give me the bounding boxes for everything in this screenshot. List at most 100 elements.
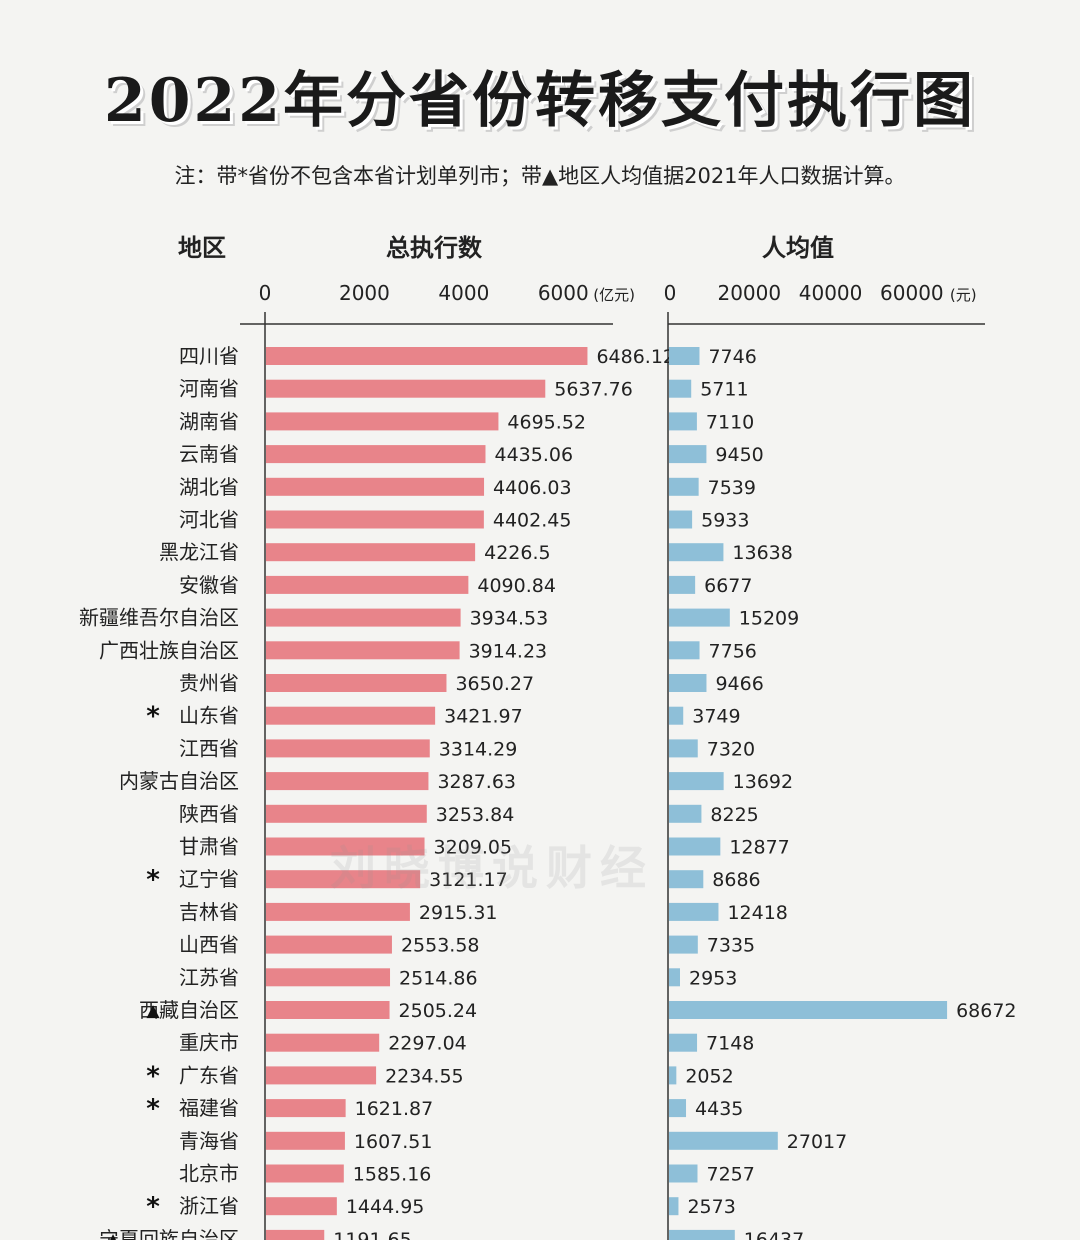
per-capita-value-label: 13692: [733, 771, 793, 793]
category-label: 云南省: [179, 442, 239, 466]
per-capita-tick-label: 40000: [799, 281, 863, 305]
per-capita-bar: [669, 1033, 698, 1052]
total-value-label: 1607.51: [354, 1131, 433, 1153]
per-capita-value-label: 7539: [708, 477, 756, 499]
total-value-label: 3914.23: [469, 640, 548, 662]
category-label: 广西壮族自治区: [99, 638, 239, 662]
chart-title: 2022年分省份转移支付执行图: [104, 66, 976, 136]
per-capita-bar: [669, 968, 681, 987]
per-capita-bar: [669, 935, 698, 954]
category-label: 吉林省: [179, 900, 239, 924]
total-bar: [266, 837, 425, 856]
category-label: 江西省: [179, 736, 239, 760]
per-capita-bar: [669, 412, 697, 431]
total-value-label: 4406.03: [493, 477, 572, 499]
per-capita-unit-label: (元): [950, 286, 977, 304]
per-capita-bar: [669, 902, 719, 921]
total-value-label: 1191.65: [333, 1229, 412, 1240]
category-label: 浙江省: [179, 1194, 239, 1218]
category-label: 湖北省: [179, 475, 239, 499]
triangle-marker: ▲: [146, 1001, 160, 1021]
total-bar: [266, 772, 429, 791]
per-capita-value-label: 7320: [707, 738, 755, 760]
per-capita-bar: [669, 641, 700, 660]
per-capita-tick-label: 0: [664, 281, 677, 305]
total-bar: [266, 477, 485, 496]
total-value-label: 1444.95: [346, 1196, 425, 1218]
per-capita-value-label: 4435: [695, 1098, 743, 1120]
category-label: 重庆市: [179, 1031, 239, 1055]
category-label: 新疆维吾尔自治区: [79, 606, 239, 630]
per-capita-value-label: 2953: [689, 967, 737, 989]
total-unit-label: (亿元): [593, 286, 635, 304]
category-label: 甘肃省: [179, 835, 239, 859]
category-label: 山西省: [179, 933, 239, 957]
per-capita-bar: [669, 1066, 677, 1085]
total-value-label: 3314.29: [439, 738, 518, 760]
triangle-marker: ▲: [106, 1230, 120, 1240]
category-label: 江苏省: [179, 965, 239, 989]
total-bar: [266, 804, 427, 823]
category-label: 河南省: [179, 377, 239, 401]
total-bar: [266, 1229, 325, 1240]
category-label: 安徽省: [179, 573, 239, 597]
asterisk-marker: *: [146, 1094, 160, 1124]
per-capita-bar: [669, 575, 696, 594]
per-capita-bar: [669, 804, 702, 823]
total-bar: [266, 510, 484, 529]
per-capita-value-label: 9466: [715, 673, 763, 695]
total-bar: [266, 445, 486, 464]
total-bar: [266, 543, 476, 562]
per-capita-bar: [669, 837, 721, 856]
total-value-label: 4090.84: [477, 575, 556, 597]
total-bar: [266, 412, 499, 431]
per-capita-value-label: 5933: [701, 510, 749, 532]
total-value-label: 2514.86: [399, 967, 478, 989]
total-bar: [266, 641, 460, 660]
category-label: 北京市: [179, 1162, 239, 1186]
total-bar: [266, 968, 391, 987]
total-value-label: 2505.24: [399, 1000, 478, 1022]
per-capita-bar: [669, 445, 707, 464]
total-value-label: 3934.53: [470, 608, 549, 630]
total-value-label: 2915.31: [419, 902, 498, 924]
per-capita-value-label: 8686: [712, 869, 760, 891]
total-bar: [266, 1066, 377, 1085]
per-capita-bar: [669, 706, 684, 725]
region-column-header: 地区: [178, 234, 226, 262]
per-capita-tick-label: 20000: [717, 281, 781, 305]
category-label: 贵州省: [179, 671, 239, 695]
total-value-label: 3650.27: [455, 673, 534, 695]
category-label: 福建省: [179, 1096, 239, 1120]
per-capita-value-label: 8225: [710, 804, 758, 826]
total-value-label: 4402.45: [493, 510, 572, 532]
total-bar: [266, 706, 436, 725]
per-capita-bar: [669, 510, 693, 529]
per-capita-bar: [669, 870, 704, 889]
category-label: 河北省: [179, 508, 239, 532]
total-value-label: 3121.17: [429, 869, 508, 891]
total-column-header: 总执行数: [386, 234, 482, 262]
total-tick-label: 0: [259, 281, 272, 305]
per-capita-bar: [669, 379, 692, 398]
total-bar: [266, 1131, 345, 1150]
per-capita-bar: [669, 543, 724, 562]
asterisk-marker: *: [146, 1192, 160, 1222]
per-capita-bar: [669, 1131, 778, 1150]
per-capita-bar: [669, 674, 707, 692]
per-capita-column-header: 人均值: [762, 234, 834, 262]
total-bar: [266, 902, 410, 921]
asterisk-marker: *: [146, 865, 160, 895]
total-value-label: 4435.06: [494, 444, 573, 466]
per-capita-value-label: 7148: [706, 1033, 754, 1055]
total-bar: [266, 1164, 344, 1183]
total-value-label: 2234.55: [385, 1065, 464, 1087]
total-bar: [266, 935, 392, 954]
category-label: 青海省: [179, 1129, 239, 1153]
per-capita-value-label: 7756: [709, 640, 757, 662]
per-capita-value-label: 3749: [692, 706, 740, 728]
per-capita-value-label: 2052: [685, 1065, 733, 1087]
category-label: 宁夏回族自治区: [99, 1227, 239, 1240]
total-value-label: 4226.5: [484, 542, 550, 564]
